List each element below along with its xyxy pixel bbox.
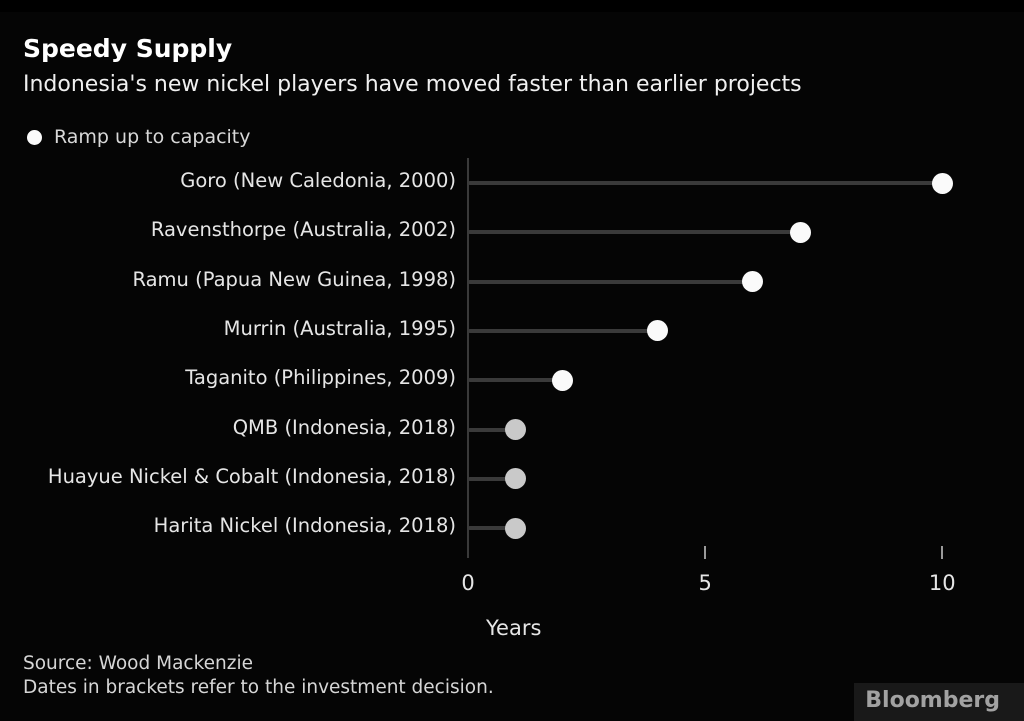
- data-point-dot: [742, 271, 764, 293]
- category-label: Harita Nickel (Indonesia, 2018): [153, 514, 456, 538]
- data-point-dot: [552, 369, 574, 391]
- category-label: Ramu (Papua New Guinea, 1998): [132, 267, 456, 291]
- x-axis-tick-label: 5: [698, 571, 712, 595]
- data-point-dot: [931, 172, 953, 194]
- data-point-dot: [789, 221, 811, 243]
- footnote-text: Dates in brackets refer to the investmen…: [23, 677, 494, 698]
- category-label: Goro (New Caledonia, 2000): [180, 169, 456, 192]
- lollipop-stem: [468, 427, 516, 432]
- legend-label: Ramp up to capacity: [54, 126, 251, 148]
- lollipop-stem: [468, 328, 658, 333]
- lollipop-stem: [468, 378, 563, 383]
- source-text: Source: Wood Mackenzie: [23, 653, 253, 674]
- x-axis-tick: [704, 546, 707, 559]
- y-axis-line: [467, 158, 469, 558]
- lollipop-stem: [468, 181, 943, 185]
- category-label: Huayue Nickel & Cobalt (Indonesia, 2018): [47, 464, 456, 488]
- category-label: Ravensthorpe (Australia, 2002): [150, 218, 456, 242]
- chart-title: Speedy Supply: [23, 34, 233, 63]
- category-label: Taganito (Philippines, 2009): [185, 366, 456, 390]
- lollipop-stem: [468, 526, 516, 531]
- chart-subtitle: Indonesia's new nickel players have move…: [23, 72, 802, 97]
- data-point-dot: [504, 419, 526, 440]
- x-axis-tick: [941, 546, 944, 559]
- x-axis-title: Years: [486, 616, 542, 640]
- data-point-dot: [504, 517, 526, 539]
- lollipop-stem: [468, 476, 516, 481]
- lollipop-stem: [468, 230, 800, 235]
- lollipop-stem: [468, 279, 753, 284]
- x-axis-tick-label: 0: [461, 571, 475, 595]
- category-label: QMB (Indonesia, 2018): [232, 415, 456, 439]
- legend: Ramp up to capacity: [27, 126, 251, 148]
- data-point-dot: [504, 468, 526, 490]
- top-strip: [0, 0, 1024, 12]
- x-axis-tick-label: 10: [928, 571, 956, 595]
- bloomberg-logo: Bloomberg: [854, 683, 1024, 721]
- data-point-dot: [647, 320, 669, 342]
- category-label: Murrin (Australia, 1995): [223, 316, 456, 340]
- legend-dot-icon: [27, 129, 42, 145]
